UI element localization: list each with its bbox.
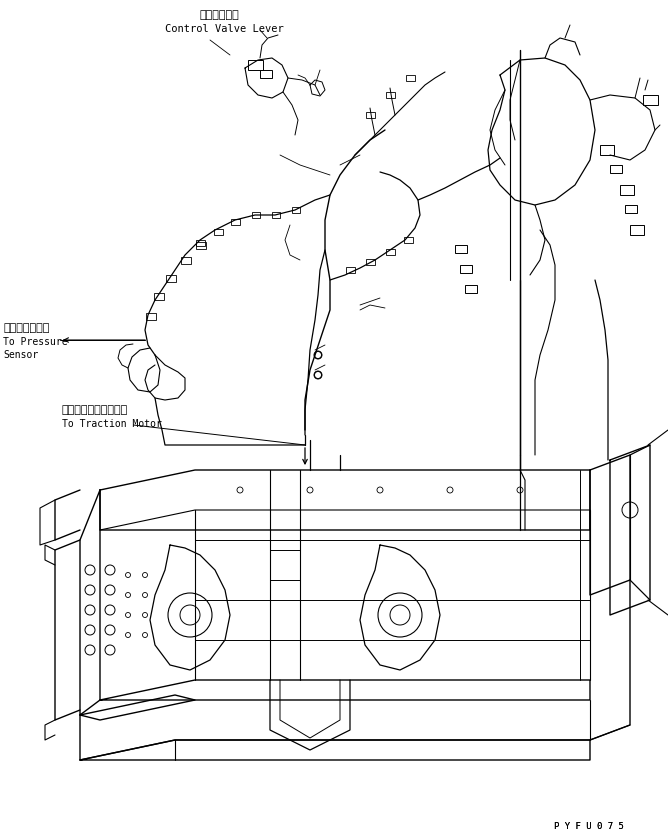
Text: Control Valve Lever: Control Valve Lever [165,24,284,34]
Bar [366,112,375,118]
Bar [625,205,637,213]
Bar [610,165,622,173]
Text: トラクションモータへ: トラクションモータへ [62,405,128,415]
Text: P Y F U 0 7 5: P Y F U 0 7 5 [554,822,624,831]
Bar [404,237,413,243]
Text: To Traction Motor: To Traction Motor [62,419,162,429]
Text: To Pressure: To Pressure [3,337,67,347]
Bar [465,285,477,293]
Bar [214,229,223,235]
Bar [231,219,240,225]
Bar [181,257,191,264]
Text: 制御レバー部: 制御レバー部 [200,10,240,20]
Bar [630,225,644,235]
Bar [146,313,156,320]
Bar [455,245,467,253]
Bar [643,95,658,105]
Text: P Y F U 0 7 5: P Y F U 0 7 5 [554,822,624,831]
Bar [272,212,280,218]
Bar [346,267,355,273]
Bar [196,240,205,246]
Bar [460,265,472,273]
Bar [366,259,375,265]
Bar [620,185,634,195]
Bar [166,275,176,282]
Bar [292,207,300,213]
Bar [154,293,164,300]
Bar [600,145,614,155]
Bar [386,249,395,255]
Bar [248,60,263,70]
Text: 油圧センサーへ: 油圧センサーへ [3,323,49,333]
Bar [386,92,395,98]
Text: Sensor: Sensor [3,350,38,360]
Bar [196,242,206,249]
Bar [406,75,415,81]
Bar [252,212,260,218]
Bar [260,70,272,78]
